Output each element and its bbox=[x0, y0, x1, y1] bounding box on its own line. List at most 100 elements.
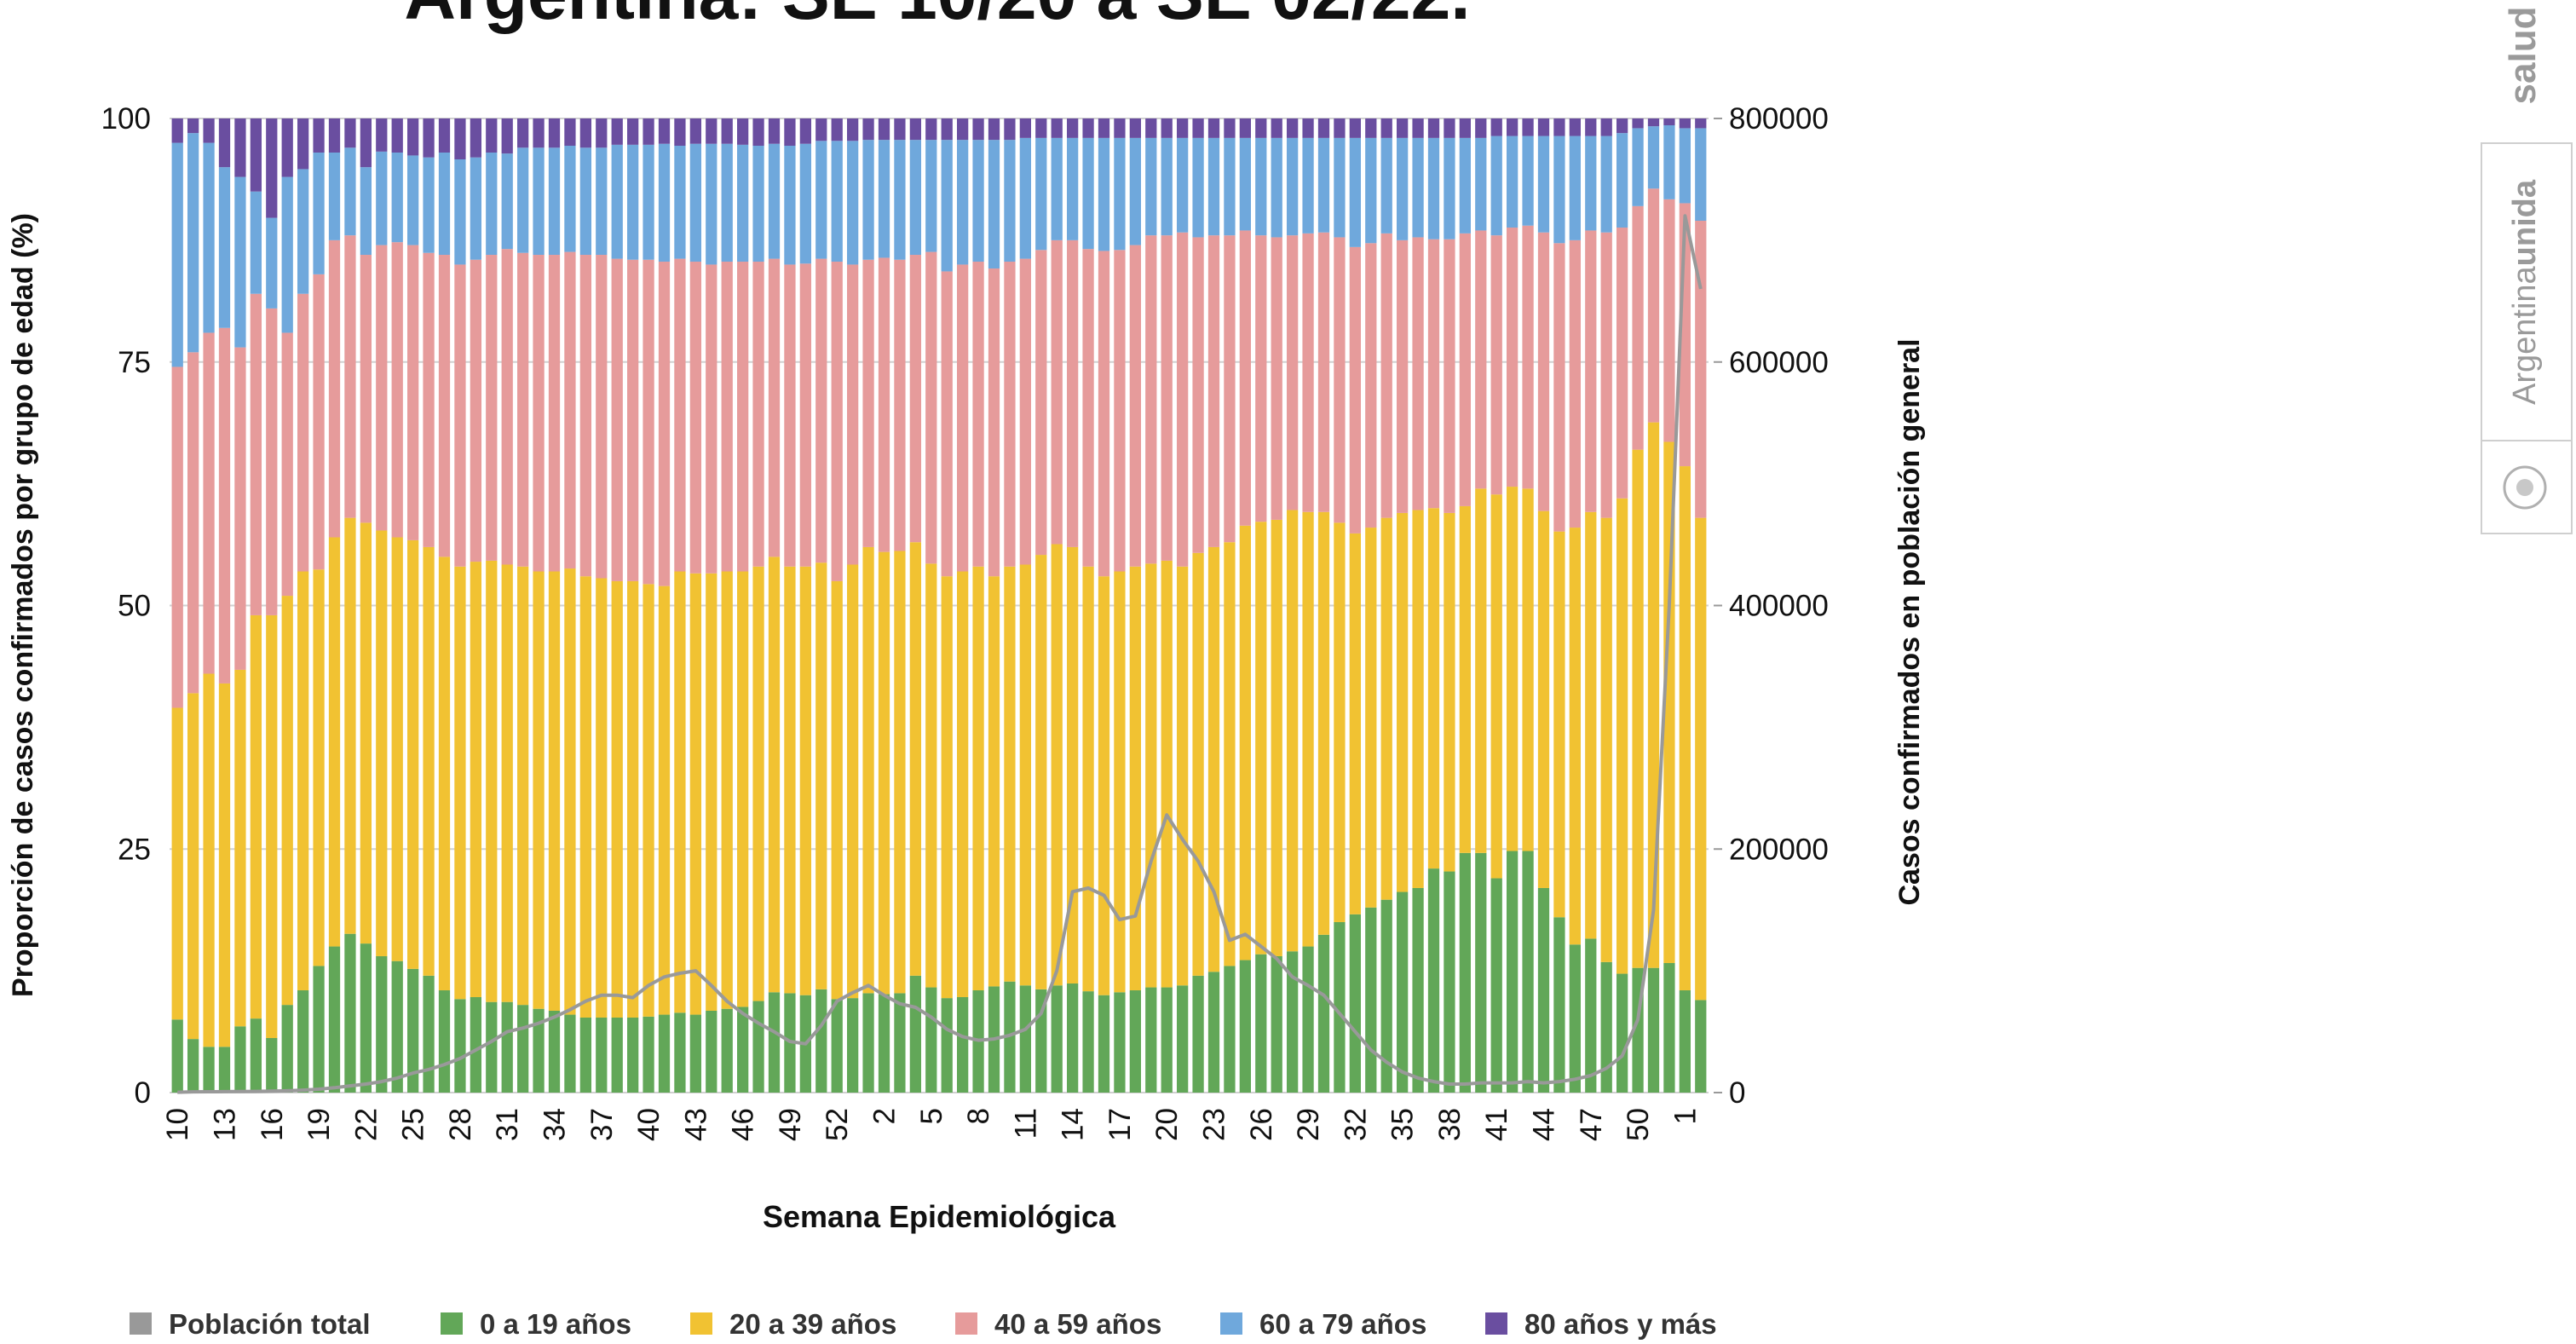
legend-swatch bbox=[441, 1312, 463, 1335]
bar-segment bbox=[1161, 560, 1173, 988]
bar-segment bbox=[1459, 852, 1471, 1093]
bar-segment bbox=[643, 118, 654, 145]
bar-segment bbox=[1349, 246, 1361, 534]
bar-segment bbox=[1600, 961, 1612, 1093]
legend-label: Población total bbox=[169, 1308, 371, 1340]
bar-segment bbox=[1129, 989, 1141, 1093]
bar-segment bbox=[1239, 230, 1251, 526]
bar-segment bbox=[1098, 576, 1110, 995]
bar-segment bbox=[470, 157, 481, 260]
bar-segment bbox=[909, 255, 921, 543]
bar-segment bbox=[1255, 522, 1267, 955]
bar-segment bbox=[737, 262, 749, 572]
bar-segment bbox=[847, 264, 859, 565]
bar-segment bbox=[486, 255, 498, 561]
bar-segment bbox=[548, 571, 561, 1011]
bar-segment bbox=[909, 140, 921, 256]
bar-segment bbox=[1522, 851, 1534, 1093]
bar-segment bbox=[1507, 487, 1519, 851]
bar-segment bbox=[1490, 118, 1502, 136]
bar-segment bbox=[1647, 188, 1660, 423]
bar-segment bbox=[1616, 498, 1628, 974]
bar-segment bbox=[1632, 118, 1644, 129]
bar-segment bbox=[250, 191, 262, 294]
bar-segment bbox=[831, 262, 843, 581]
bar-segment bbox=[171, 707, 183, 1020]
bar-segment bbox=[1427, 137, 1440, 239]
bar-segment bbox=[1019, 985, 1031, 1093]
bar-segment bbox=[1287, 137, 1299, 236]
bar-segment bbox=[815, 141, 827, 259]
bar-segment bbox=[611, 144, 623, 259]
bar-segment bbox=[1019, 118, 1031, 138]
bar-segment bbox=[1679, 128, 1691, 204]
bar-segment bbox=[831, 141, 843, 262]
bar-segment bbox=[1161, 235, 1173, 561]
x-tick-label: 49 bbox=[774, 1108, 807, 1141]
bar-segment bbox=[1444, 137, 1455, 239]
bar-segment bbox=[1616, 118, 1628, 134]
bar-segment bbox=[957, 996, 969, 1093]
bar-segment bbox=[1585, 511, 1597, 939]
x-tick-label: 47 bbox=[1575, 1108, 1608, 1141]
x-tick-label: 38 bbox=[1433, 1108, 1467, 1141]
bar-segment bbox=[1616, 228, 1628, 499]
bar-segment bbox=[297, 989, 309, 1093]
bar-segment bbox=[752, 566, 764, 1001]
bar-segment bbox=[1082, 118, 1094, 138]
bar-segment bbox=[391, 537, 403, 961]
bar-segment bbox=[533, 571, 545, 1009]
bar-segment bbox=[1600, 232, 1612, 518]
bar-segment bbox=[1334, 921, 1346, 1093]
bar-segment bbox=[737, 571, 749, 1007]
bar-segment bbox=[862, 993, 874, 1093]
bar-segment bbox=[1427, 118, 1440, 138]
bar-segment bbox=[1207, 972, 1220, 1093]
y-tick-label: 75 bbox=[118, 346, 151, 379]
bar-segment bbox=[1569, 528, 1581, 945]
x-tick-label: 35 bbox=[1386, 1108, 1420, 1141]
bar-segment bbox=[218, 167, 231, 328]
bar-segment bbox=[706, 573, 717, 1011]
bar-segment bbox=[579, 118, 591, 148]
bar-segment bbox=[689, 262, 701, 574]
bar-segment bbox=[218, 327, 231, 684]
bar-segment bbox=[611, 258, 623, 581]
bar-segment bbox=[423, 252, 435, 547]
bar-segment bbox=[1255, 118, 1267, 138]
x-tick-label: 10 bbox=[161, 1108, 194, 1141]
bar-segment bbox=[1098, 251, 1110, 577]
bar-segment bbox=[627, 118, 639, 145]
bar-segment bbox=[1224, 542, 1236, 966]
bar-segment bbox=[344, 118, 356, 148]
bar-segment bbox=[957, 571, 969, 997]
bar-segment bbox=[1616, 133, 1628, 228]
bar-segment bbox=[218, 683, 231, 1047]
bar-segment bbox=[438, 118, 451, 153]
bar-segment bbox=[1334, 137, 1346, 238]
bar-segment bbox=[925, 251, 937, 564]
bar-segment bbox=[1475, 230, 1487, 489]
bar-segment bbox=[376, 245, 388, 531]
bar-segment bbox=[1271, 137, 1282, 238]
bar-segment bbox=[721, 262, 733, 572]
bar-segment bbox=[486, 560, 498, 1002]
bar-segment bbox=[925, 140, 937, 252]
bar-segment bbox=[454, 999, 466, 1093]
bar-segment bbox=[1585, 118, 1597, 136]
bar-segment bbox=[611, 580, 623, 1018]
bar-segment bbox=[1569, 239, 1581, 528]
bar-segment bbox=[438, 153, 451, 256]
y2-tick-label: 400000 bbox=[1729, 590, 1829, 623]
bar-segment bbox=[972, 566, 984, 990]
bar-segment bbox=[313, 274, 325, 570]
bar-segment bbox=[313, 569, 325, 966]
bar-segment bbox=[1380, 517, 1392, 900]
bar-segment bbox=[171, 1019, 183, 1093]
bar-segment bbox=[1082, 137, 1094, 250]
bar-segment bbox=[957, 118, 969, 141]
x-tick-label: 28 bbox=[444, 1108, 477, 1141]
bar-segment bbox=[1067, 118, 1079, 138]
bar-segment bbox=[627, 580, 639, 1018]
